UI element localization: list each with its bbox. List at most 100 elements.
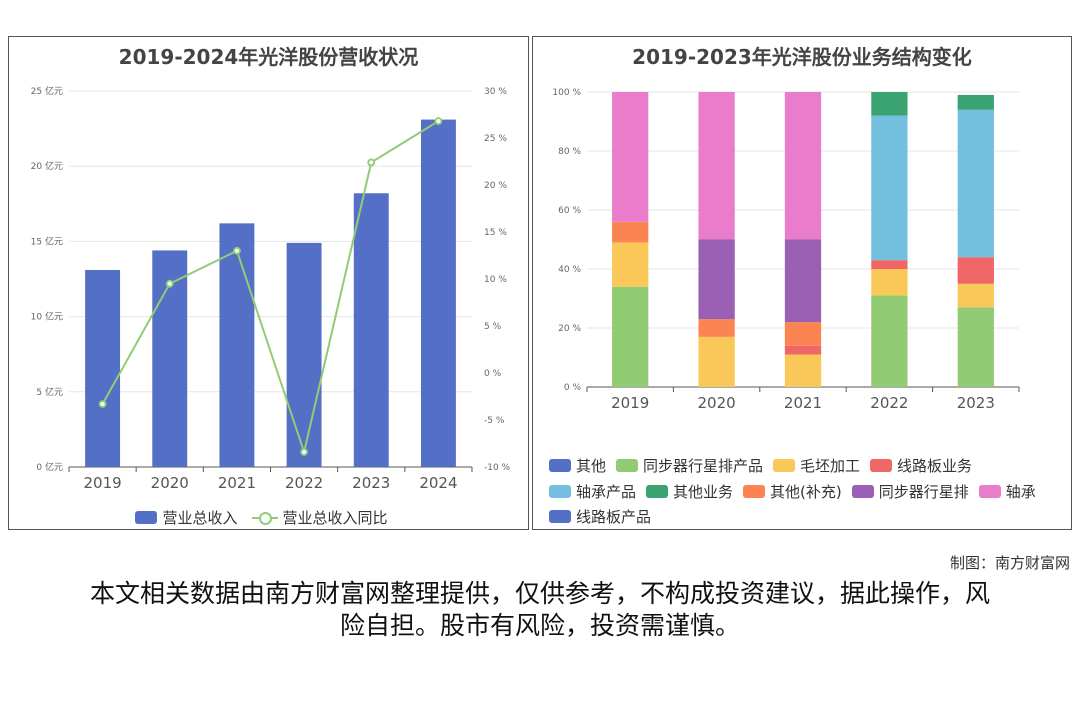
structure-legend-swatch bbox=[851, 485, 874, 498]
revenue-chart-panel: 2019-2024年光洋股份营收状况 0 亿元 5 亿元 10 亿元 15 亿元 20 … bbox=[8, 36, 529, 530]
structure-bar-segment bbox=[698, 92, 735, 240]
structure-legend-item[interactable]: 毛坯加工 bbox=[773, 455, 860, 476]
structure-bar-segment bbox=[612, 221, 649, 243]
structure-bar-segment bbox=[612, 242, 649, 287]
x-tick-label: 2023 bbox=[352, 474, 390, 492]
structure-bar-segment bbox=[612, 92, 649, 222]
revenue-yoy-point bbox=[165, 279, 174, 288]
y-right-tick-label: 0 % bbox=[484, 369, 502, 379]
structure-legend-label: 轴承产品 bbox=[576, 483, 637, 501]
y-tick-label: 0 % bbox=[564, 383, 582, 393]
structure-legend-swatch bbox=[616, 459, 639, 472]
structure-legend-swatch bbox=[646, 485, 669, 498]
revenue-yoy-line bbox=[101, 120, 439, 456]
y-tick-label: 20 % bbox=[558, 324, 581, 334]
revenue-yoy-point bbox=[233, 246, 241, 255]
structure-legend-item[interactable]: 同步器行星排 bbox=[851, 481, 969, 502]
structure-legend-swatch bbox=[549, 459, 571, 472]
y-left-tick-label: 0 亿元 bbox=[36, 461, 63, 473]
revenue-chart-svg: 0 亿元 5 亿元 10 亿元 15 亿元 20 亿元 25 亿元 -10 % -5 % 0 %… bbox=[31, 85, 511, 492]
structure-legend-swatch bbox=[978, 485, 1001, 498]
structure-chart-svg: 0 % 20 % 40 % 60 % 80 % 100 % 2019 2020 2021 2022… bbox=[552, 88, 1020, 412]
revenue-yoy-point bbox=[98, 400, 107, 408]
structure-legend-item[interactable]: 线路板业务 bbox=[870, 455, 972, 476]
legend-item-revenue[interactable]: 营业总收入 bbox=[135, 507, 238, 528]
revenue-yoy-point bbox=[300, 448, 308, 456]
structure-legend-item[interactable]: 其他 bbox=[549, 455, 606, 476]
structure-legend-row: 线路板产品 bbox=[549, 506, 1071, 527]
structure-bar-segment bbox=[698, 319, 735, 337]
structure-bar-segment bbox=[698, 336, 735, 387]
y-tick-label: 100 % bbox=[552, 88, 581, 98]
legend-swatch-revenue-yoy bbox=[251, 511, 278, 525]
revenue-yoy-point bbox=[367, 158, 376, 167]
x-tick-label: 2024 bbox=[419, 474, 457, 492]
revenue-bar bbox=[219, 223, 255, 467]
structure-bar-segment bbox=[784, 239, 822, 323]
disclaimer-text: 本文相关数据由南方财富网整理提供，仅供参考，不构成投资建议，据此操作，风险自担。… bbox=[89, 579, 990, 640]
structure-legend-swatch bbox=[773, 459, 796, 472]
structure-bar-segment bbox=[957, 307, 994, 387]
y-right-tick-label: 30 % bbox=[484, 87, 507, 97]
structure-bar-segment bbox=[871, 92, 908, 116]
y-tick-label: 40 % bbox=[558, 265, 581, 275]
y-right-tick-label: 20 % bbox=[484, 181, 507, 191]
structure-bar-segment bbox=[957, 283, 994, 308]
structure-legend-item[interactable]: 轴承产品 bbox=[549, 481, 636, 502]
structure-bar-segment bbox=[784, 322, 822, 346]
structure-legend-swatch bbox=[743, 485, 766, 498]
revenue-chart-title: 2019-2024年光洋股份营收状况 bbox=[118, 45, 419, 69]
structure-legend-label: 线路板产品 bbox=[576, 508, 652, 526]
revenue-bar bbox=[85, 269, 121, 467]
x-tick-label: 2021 bbox=[784, 394, 822, 412]
y-right-tick-label: 15 % bbox=[484, 228, 507, 238]
structure-legend-label: 其他(补充) bbox=[770, 483, 842, 501]
structure-legend-label: 其他业务 bbox=[673, 483, 734, 501]
x-tick-label: 2022 bbox=[870, 394, 908, 412]
structure-legend-item[interactable]: 其他业务 bbox=[646, 481, 733, 502]
structure-legend-swatch bbox=[549, 510, 571, 523]
chart-credit: 制图：南方财富网 bbox=[949, 554, 1070, 572]
structure-bar-segment bbox=[957, 94, 994, 110]
structure-bar-segment bbox=[871, 295, 908, 387]
structure-legend-swatch bbox=[549, 485, 571, 498]
x-tick-label: 2020 bbox=[698, 394, 736, 412]
revenue-yoy-point bbox=[434, 117, 443, 125]
legend-label-revenue: 营业总收入 bbox=[162, 509, 238, 527]
y-right-tick-label: 25 % bbox=[484, 134, 507, 144]
structure-chart-title: 2019-2023年光洋股份业务结构变化 bbox=[632, 45, 972, 69]
y-tick-label: 60 % bbox=[558, 206, 581, 216]
structure-legend-label: 线路板业务 bbox=[897, 457, 973, 475]
revenue-legend: 营业总收入 营业总收入同比 bbox=[9, 507, 528, 528]
x-tick-label: 2019 bbox=[83, 474, 121, 492]
structure-legend-label: 同步器行星排 bbox=[878, 483, 969, 501]
structure-legend-item[interactable]: 同步器行星排产品 bbox=[616, 455, 763, 476]
legend-swatch-revenue bbox=[135, 511, 158, 524]
y-tick-label: 80 % bbox=[558, 147, 581, 157]
revenue-bar bbox=[353, 193, 389, 467]
structure-bar-segment bbox=[784, 92, 822, 240]
y-right-tick-label: -10 % bbox=[484, 463, 511, 473]
structure-legend-swatch bbox=[870, 459, 893, 472]
y-right-tick-label: -5 % bbox=[484, 416, 505, 426]
structure-chart-panel: 2019-2023年光洋股份业务结构变化 0 % 20 % 40 % 60 % 80 %… bbox=[532, 36, 1072, 530]
structure-legend-item[interactable]: 其他(补充) bbox=[743, 481, 842, 502]
y-left-tick-label: 25 亿元 bbox=[31, 85, 63, 97]
y-left-tick-label: 5 亿元 bbox=[36, 386, 63, 398]
y-left-tick-label: 20 亿元 bbox=[31, 160, 63, 172]
structure-bar-segment bbox=[871, 115, 908, 261]
structure-bar-segment bbox=[784, 345, 822, 355]
x-tick-label: 2023 bbox=[957, 394, 995, 412]
structure-bar-segment bbox=[957, 257, 994, 284]
structure-legend-label: 毛坯加工 bbox=[800, 457, 861, 475]
structure-legend-label: 轴承 bbox=[1005, 483, 1036, 501]
structure-bar-segment bbox=[698, 239, 735, 320]
structure-legend-item[interactable]: 轴承 bbox=[978, 481, 1036, 502]
y-left-tick-label: 10 亿元 bbox=[31, 311, 63, 323]
structure-legend-label: 其他 bbox=[576, 457, 607, 475]
x-tick-label: 2021 bbox=[218, 474, 256, 492]
revenue-bar bbox=[420, 119, 456, 468]
structure-legend-item[interactable]: 线路板产品 bbox=[549, 506, 651, 527]
legend-item-revenue-yoy[interactable]: 营业总收入同比 bbox=[251, 507, 388, 528]
structure-legend-label: 同步器行星排产品 bbox=[643, 457, 764, 475]
